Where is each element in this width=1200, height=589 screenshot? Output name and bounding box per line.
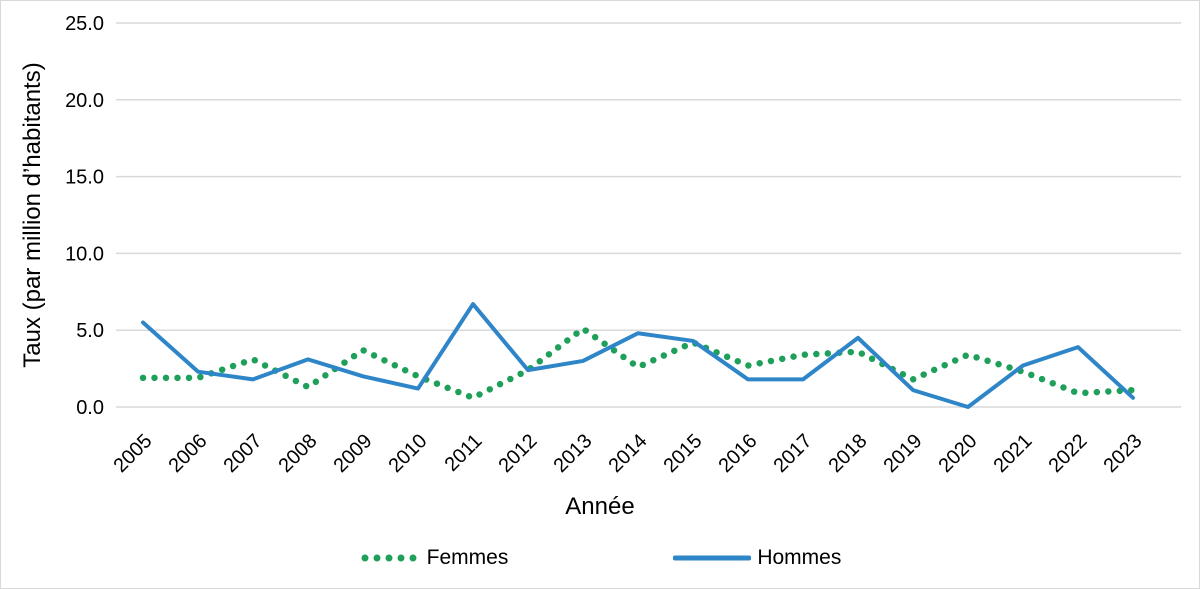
hommes-series-line — [141, 302, 1135, 409]
y-tick-label: 25.0 — [65, 13, 104, 35]
femmes-dotted-swatch — [361, 554, 421, 562]
x-tick-label: 2016 — [715, 430, 762, 477]
hommes-solid-swatch — [673, 555, 752, 561]
x-tick-label: 2023 — [1100, 430, 1147, 477]
y-tick-label: 10.0 — [65, 243, 104, 265]
x-tick-label: 2013 — [550, 430, 597, 477]
x-tick-label: 2019 — [880, 430, 927, 477]
y-tick-label: 5.0 — [76, 320, 104, 342]
x-tick-label: 2005 — [110, 430, 157, 477]
y-tick-label: 15.0 — [65, 167, 104, 189]
x-tick-label: 2008 — [275, 430, 322, 477]
legend-item-femmes: Femmes — [359, 546, 509, 570]
x-tick-label: 2020 — [935, 430, 982, 477]
x-tick-label: 2015 — [660, 430, 707, 477]
x-tick-label: 2010 — [385, 430, 432, 477]
x-tick-label: 2012 — [495, 430, 542, 477]
x-axis-title: Année — [565, 493, 635, 520]
x-tick-label: 2022 — [1045, 430, 1092, 477]
x-tick-label: 2006 — [165, 430, 212, 477]
x-tick-label: 2014 — [605, 430, 652, 477]
x-tick-label: 2018 — [825, 430, 872, 477]
y-tick-label: 0.0 — [76, 397, 104, 419]
x-tick-label: 2021 — [990, 430, 1037, 477]
y-tick-label: 20.0 — [65, 90, 104, 112]
x-tick-label: 2017 — [770, 430, 817, 477]
x-tick-label: 2009 — [330, 430, 377, 477]
x-tick-label: 2011 — [441, 430, 487, 476]
chart-legend: Femmes Hommes — [1, 546, 1199, 570]
y-axis-title: Taux (par million d’habitants) — [19, 62, 46, 368]
legend-label-femmes: Femmes — [426, 546, 509, 569]
legend-label-hommes: Hommes — [757, 546, 842, 569]
x-tick-label: 2007 — [220, 430, 267, 477]
legend-item-hommes: Hommes — [673, 546, 841, 570]
femmes-series-line — [139, 325, 1137, 402]
